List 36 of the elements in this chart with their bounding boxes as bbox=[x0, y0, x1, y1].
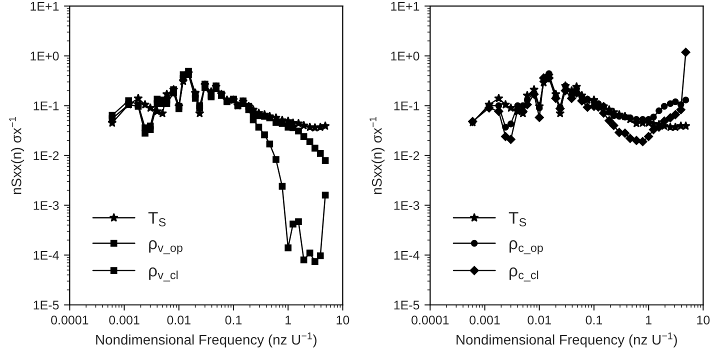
x-tick-label: 0.1 bbox=[225, 316, 242, 324]
y-tick-label: 1E-3 bbox=[394, 201, 420, 210]
y-tick-label: 1E-4 bbox=[34, 251, 59, 260]
x-tick-label: 10 bbox=[697, 316, 710, 324]
legend-label: ρ$_{c_cl}$ bbox=[510, 267, 538, 282]
x-tick-label: 0.001 bbox=[470, 316, 500, 324]
y-tick-label: 1E-4 bbox=[394, 251, 420, 260]
x-tick-label: 0.0001 bbox=[412, 316, 449, 324]
x-tick-label: 0.001 bbox=[109, 316, 140, 324]
y-tick-label: 1E+1 bbox=[30, 2, 59, 11]
y-axis-title: nSxx(n) σx$^{−1}$ bbox=[370, 116, 385, 194]
y-tick-label: 1E-5 bbox=[394, 300, 420, 310]
legend-label: T$_{S}$ bbox=[508, 212, 526, 226]
y-tick-label: 1E-1 bbox=[34, 102, 59, 110]
y-tick-label: 1E-3 bbox=[34, 201, 59, 210]
legend-label: ρ$_{v_cl}$ bbox=[149, 267, 178, 282]
x-axis-title: Nondimensional Frequency (nz U$^{−1}$) bbox=[96, 332, 316, 348]
y-tick-label: 1E-1 bbox=[394, 102, 420, 110]
x-axis-title: Nondimensional Frequency (nz U$^{−1}$) bbox=[456, 332, 677, 348]
x-tick-label: 1 bbox=[646, 316, 652, 324]
legend-label: ρ$_{c_op}$ bbox=[510, 240, 543, 254]
x-tick-label: 0.01 bbox=[167, 316, 190, 324]
y-tick-label: 1E+0 bbox=[391, 52, 420, 61]
x-tick-label: 0.01 bbox=[528, 316, 551, 324]
x-tick-label: 1 bbox=[286, 316, 291, 324]
x-tick-label: 10 bbox=[336, 316, 350, 324]
y-tick-label: 1E+1 bbox=[391, 2, 420, 11]
legend-label: T$_{S}$ bbox=[148, 212, 166, 226]
y-axis-title: nSxx(n) σx$^{−1}$ bbox=[9, 116, 24, 194]
y-tick-label: 1E-5 bbox=[34, 300, 59, 310]
y-tick-label: 1E+0 bbox=[30, 52, 59, 61]
x-tick-label: 0.1 bbox=[586, 316, 602, 324]
x-tick-label: 0.0001 bbox=[51, 316, 88, 324]
y-tick-label: 1E-2 bbox=[34, 151, 59, 160]
y-tick-label: 1E-2 bbox=[394, 151, 420, 160]
legend-label: ρ$_{v_op}$ bbox=[149, 240, 182, 254]
